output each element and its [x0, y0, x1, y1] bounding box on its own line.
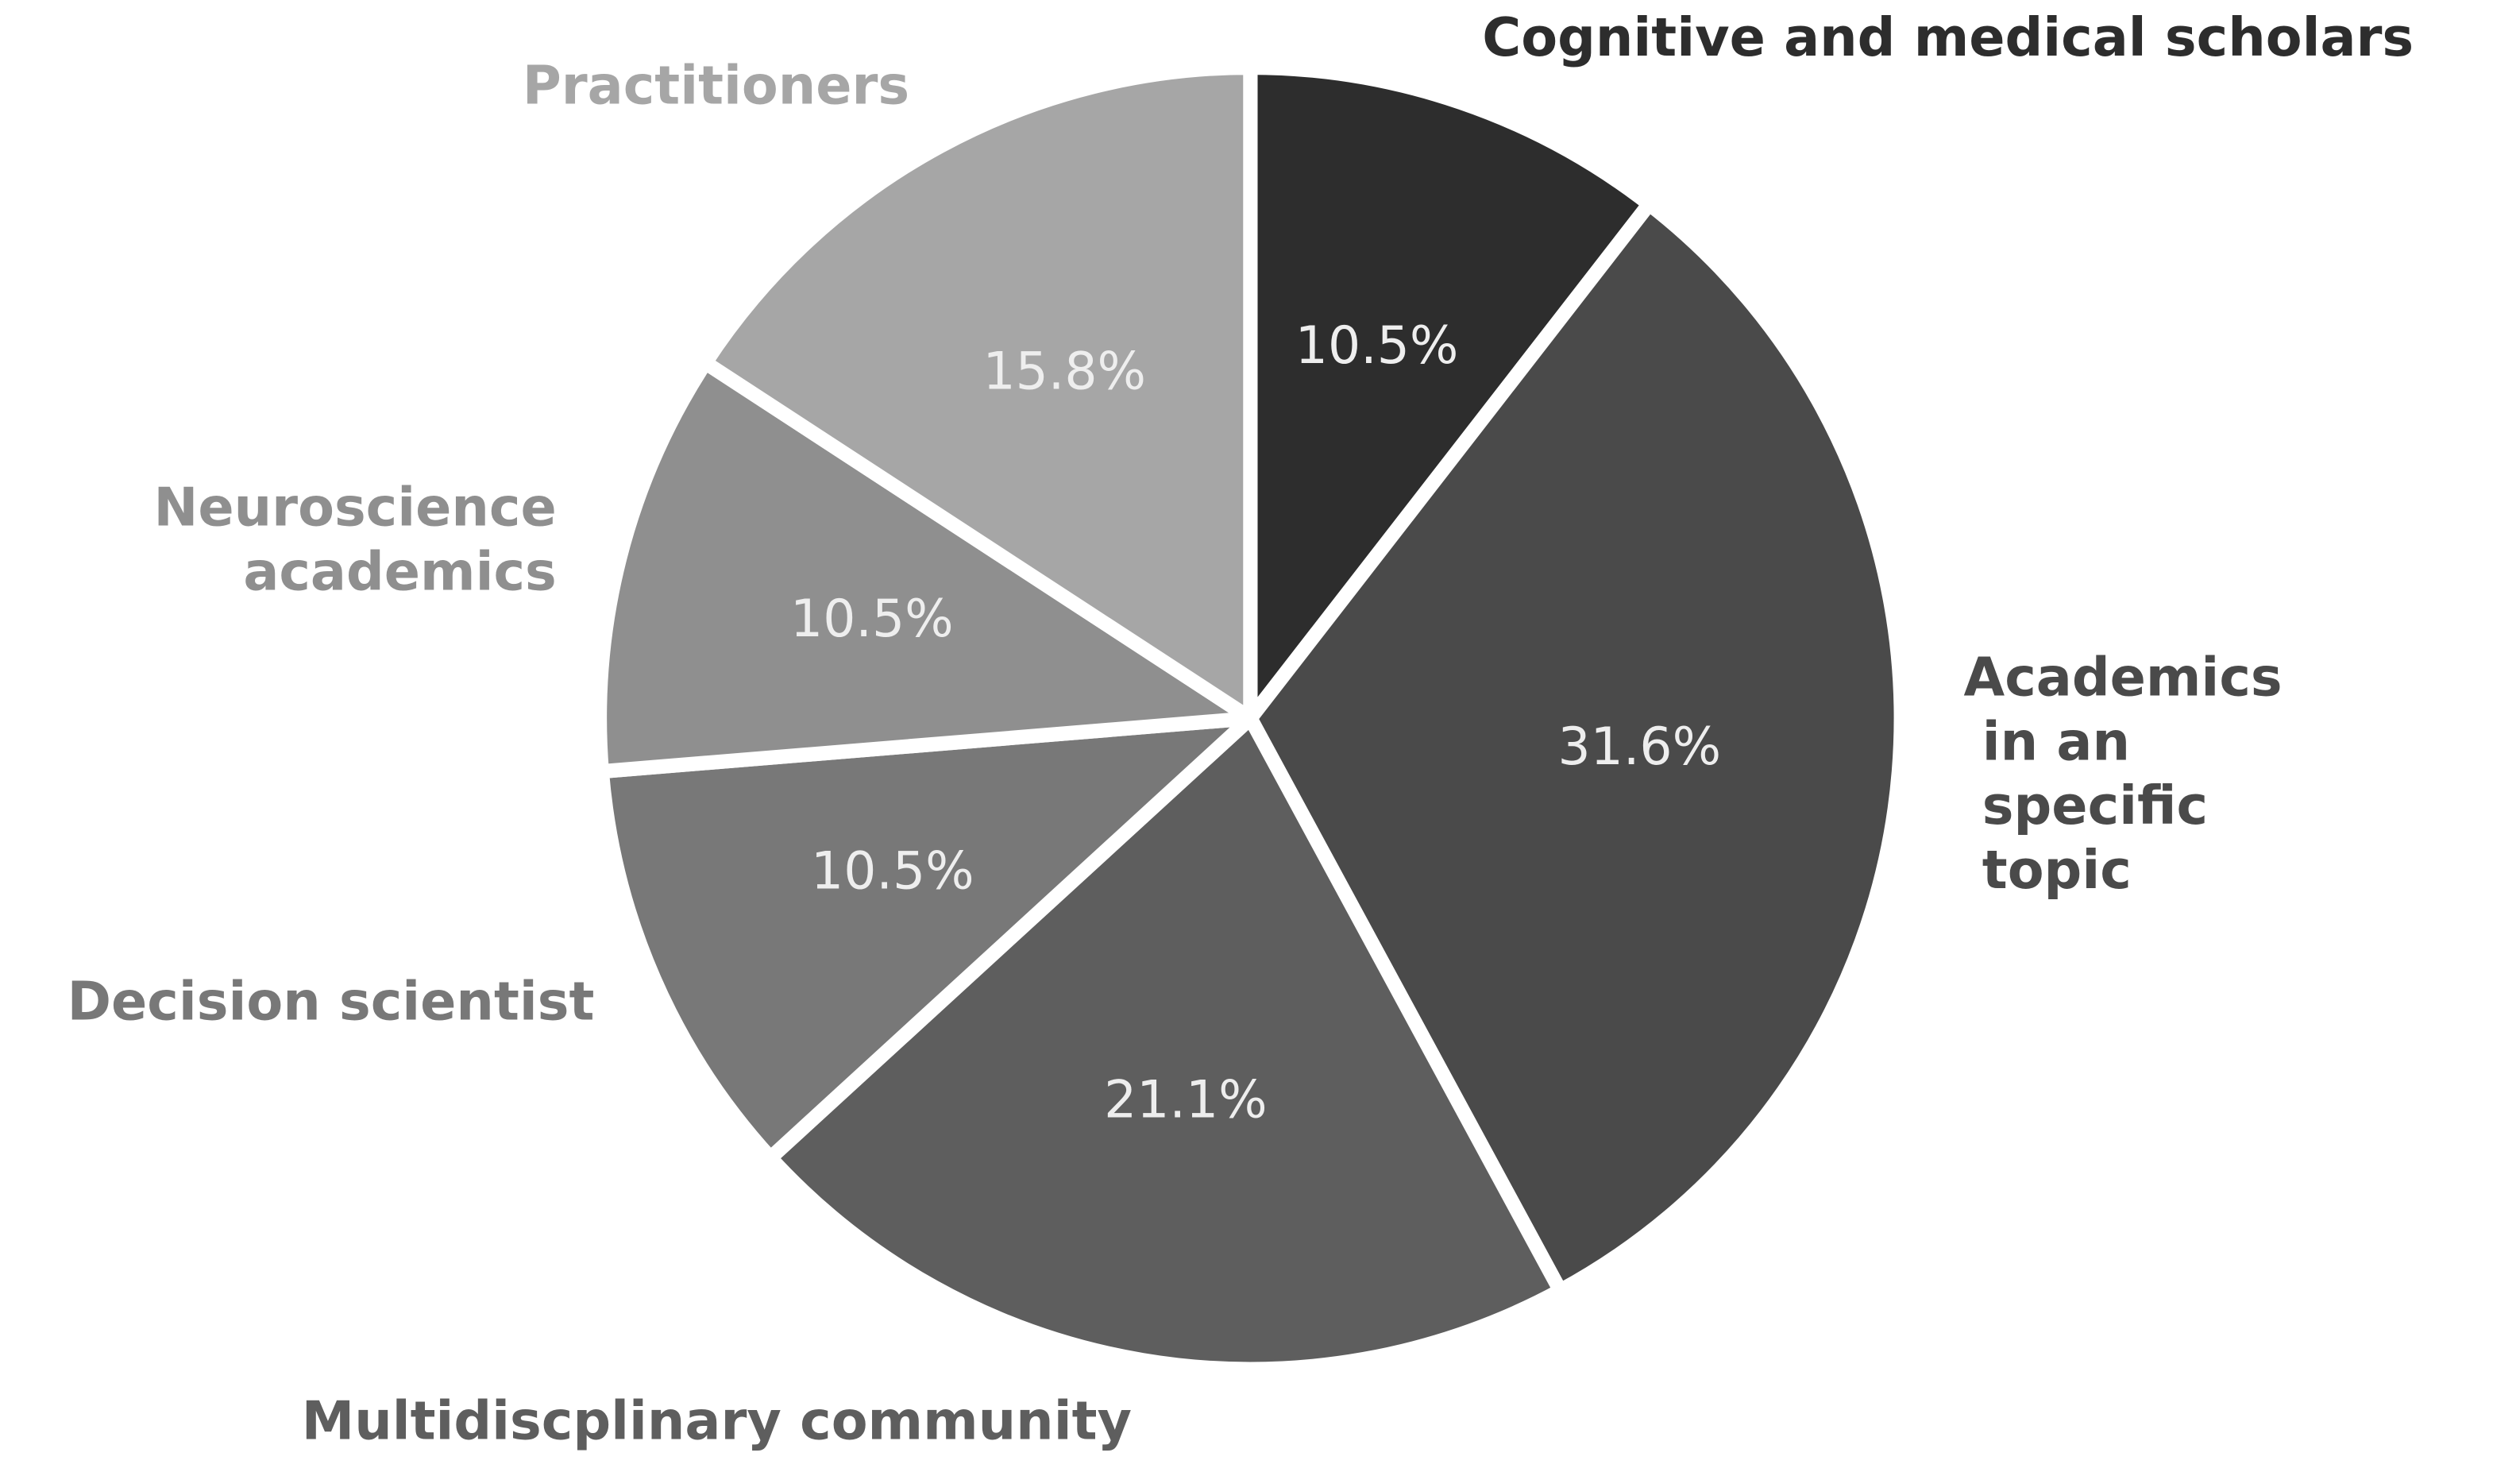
value-label: 10.5% — [790, 589, 954, 649]
value-label: 10.5% — [811, 841, 974, 901]
slice-label: Neuroscience academics — [154, 476, 557, 602]
slice-label: Decision scientist — [68, 970, 595, 1032]
slice-label: Multidiscplinary community — [302, 1390, 1132, 1452]
slice-label: Academics in an specific topic — [1964, 646, 2283, 901]
pie-slice — [763, 711, 1568, 1377]
pie-slice — [698, 60, 1258, 726]
value-label: 15.8% — [982, 342, 1146, 402]
value-label: 10.5% — [1295, 316, 1459, 376]
value-label: 31.6% — [1557, 717, 1721, 777]
pie-slice — [1243, 60, 1657, 726]
pie-slice — [592, 355, 1258, 779]
slice-label: Cognitive and medical scholars — [1482, 6, 2414, 68]
value-label: 21.1% — [1104, 1071, 1268, 1130]
pie-slice — [594, 711, 1258, 1165]
slice-label: Practitioners — [523, 54, 909, 116]
pie-slice — [1243, 196, 1908, 1298]
